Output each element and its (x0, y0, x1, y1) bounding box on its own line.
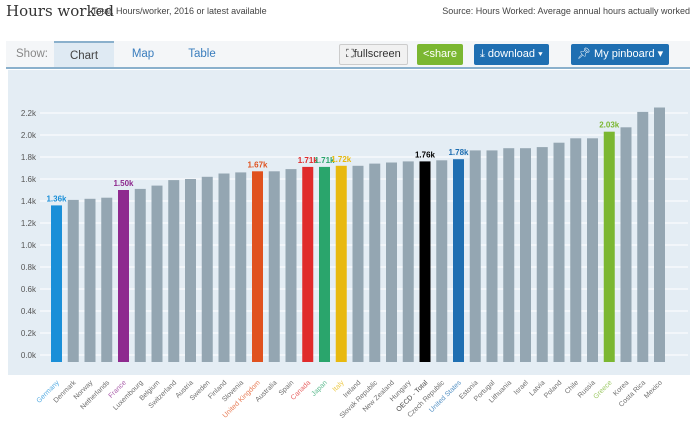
bar-latvia (536, 147, 548, 362)
bar-norway (84, 198, 96, 362)
y-tick-label: 1.4k (21, 197, 37, 206)
share-label: share (429, 48, 457, 60)
data-label: 2.03k (599, 121, 620, 130)
bar-lithuania (503, 148, 515, 362)
x-tick-label: Italy (332, 379, 346, 393)
bar-czech-republic (436, 160, 448, 362)
tab-map[interactable]: Map (131, 48, 155, 60)
bar-chile (570, 138, 582, 362)
pinboard-button[interactable]: 📌︎ My pinboard ▾ (571, 44, 670, 65)
x-tick-label: Greece (592, 379, 613, 400)
y-tick-label: 2.0k (21, 131, 37, 140)
tab-chart[interactable]: Chart (54, 41, 114, 67)
view-toolbar: Show: Chart Map Table ⛶fullscreen <share… (6, 41, 690, 69)
bar-sweden (201, 176, 213, 362)
y-tick-label: 1.2k (21, 219, 37, 228)
data-label: 1.67k (247, 160, 268, 169)
tab-table[interactable]: Table (188, 48, 216, 60)
y-tick-label: 2.2k (21, 109, 37, 118)
bar-denmark (67, 199, 79, 362)
show-label: Show: (16, 48, 48, 60)
bar-italy (335, 165, 347, 362)
bar-ireland (352, 165, 364, 362)
x-tick-label: Japan (310, 379, 329, 398)
bar-greece (603, 131, 615, 362)
y-tick-label: 1.8k (21, 153, 37, 162)
download-label: download ▾ (487, 48, 543, 60)
y-tick-label: 1.6k (21, 175, 37, 184)
data-label: 1.71k (314, 156, 335, 165)
bar-japan (319, 166, 330, 362)
bar-russia (587, 138, 598, 362)
fullscreen-label: fullscreen (353, 48, 401, 60)
x-tick-label: Israel (513, 379, 530, 396)
bar-luxembourg (134, 188, 146, 362)
y-tick-label: 0.4k (21, 307, 37, 316)
bar-spain (285, 169, 297, 362)
bar-mexico (654, 107, 665, 362)
bar-hungary (402, 161, 414, 362)
bar-netherlands (101, 197, 113, 362)
data-label: 1.71k (298, 156, 319, 165)
bar-slovak-republic (369, 163, 381, 362)
bar-poland (553, 142, 565, 362)
bar-slovenia (235, 172, 247, 362)
bar-finland (218, 173, 230, 362)
y-tick-label: 0.0k (21, 351, 37, 360)
bar-switzerland (168, 180, 180, 362)
x-tick-label: Poland (543, 379, 563, 399)
download-icon: ⤓ (480, 48, 488, 60)
share-icon: < (423, 48, 430, 60)
data-label: 1.76k (415, 150, 436, 159)
fullscreen-button[interactable]: ⛶fullscreen (339, 44, 408, 65)
y-tick-label: 1.0k (21, 241, 37, 250)
y-tick-label: 0.8k (21, 263, 37, 272)
share-button[interactable]: <share (417, 44, 463, 65)
bar-korea (620, 127, 632, 362)
data-label: 1.78k (448, 148, 469, 157)
data-label: 1.36k (46, 194, 67, 203)
bar-germany (51, 205, 62, 362)
bar-belgium (151, 185, 163, 362)
data-label: 1.50k (113, 179, 134, 188)
expand-icon: ⛶ (346, 48, 354, 60)
bar-costa-rica (637, 111, 649, 363)
bar-australia (268, 171, 280, 362)
bar-oecd-total (419, 161, 431, 362)
data-label: 1.72k (331, 155, 352, 164)
source-note: Source: Hours Worked: Average annual hou… (442, 6, 690, 16)
bar-united-states (453, 159, 464, 362)
bar-france (118, 190, 129, 362)
bar-israel (520, 148, 531, 362)
y-tick-label: 0.2k (21, 329, 37, 338)
bar-canada (302, 166, 314, 362)
chart-title: Hours worked (6, 2, 115, 20)
bar-estonia (469, 150, 481, 362)
x-tick-label: Mexico (643, 379, 664, 400)
pinboard-label: My pinboard ▾ (594, 48, 664, 60)
pin-icon: 📌︎ (577, 48, 595, 60)
y-tick-label: 0.6k (21, 285, 37, 294)
download-button[interactable]: ⤓ download ▾ (474, 44, 549, 65)
chart-subtitle: Total, Hours/worker, 2016 or latest avai… (92, 6, 267, 16)
bar-united-kingdom (252, 171, 263, 362)
bar-new-zealand (386, 162, 397, 362)
bar-austria (185, 179, 196, 362)
bar-portugal (486, 150, 498, 362)
